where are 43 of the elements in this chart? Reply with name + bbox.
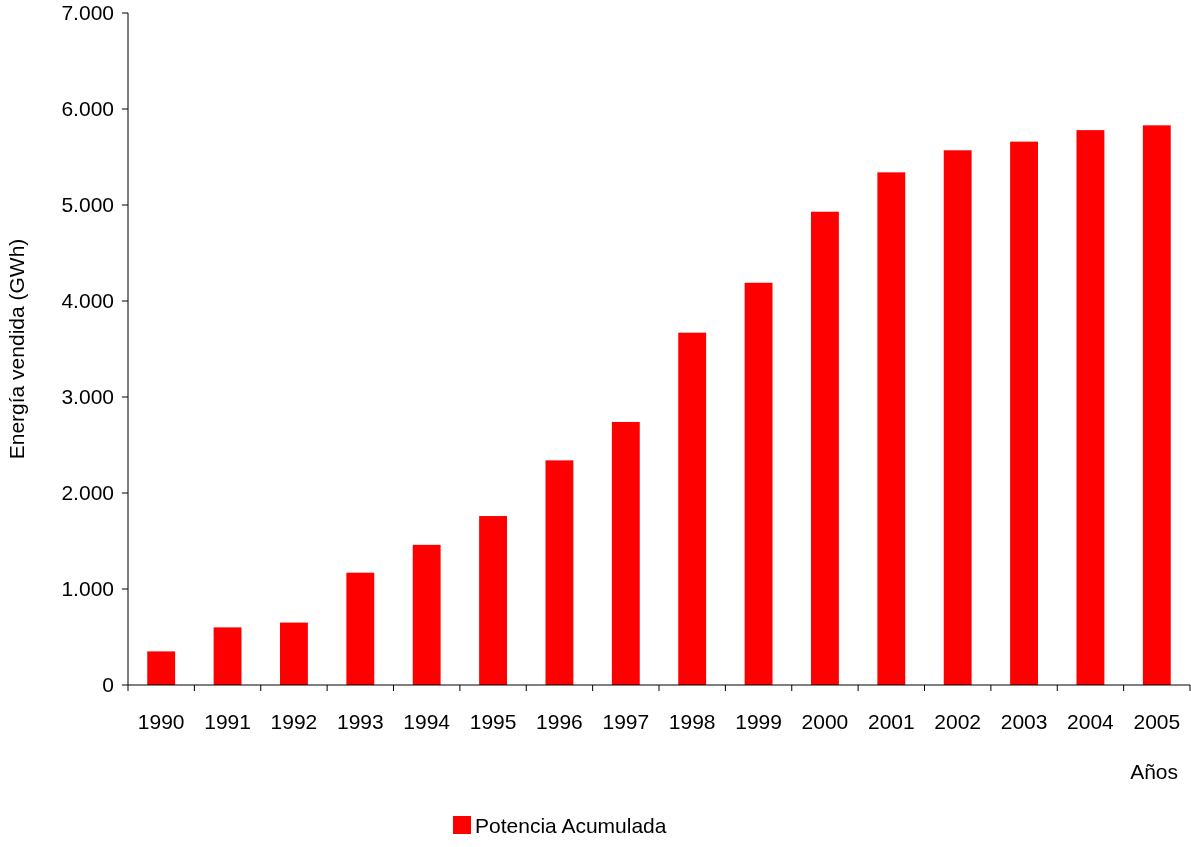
x-tick-label: 2000: [801, 710, 849, 733]
x-tick-label: 2001: [867, 710, 915, 733]
y-tick-label: 5.000: [61, 193, 114, 217]
x-tick-label: 2005: [1133, 710, 1181, 733]
bar: [877, 172, 906, 685]
x-tick-label: 1998: [668, 710, 716, 733]
x-tick-label: 1997: [602, 710, 650, 733]
bar: [611, 421, 640, 685]
bar: [213, 627, 242, 685]
bar: [943, 150, 972, 685]
bar: [479, 516, 507, 685]
bar: [545, 460, 574, 685]
y-tick-label: 3.000: [61, 385, 114, 409]
bar: [678, 332, 707, 685]
x-tick-label: 1995: [469, 710, 517, 733]
y-tick-label: 2.000: [61, 481, 114, 505]
x-tick-label: 1991: [204, 710, 251, 733]
y-axis-title: Energía vendida (GWh): [5, 238, 28, 460]
y-tick-label: 4.000: [61, 289, 114, 313]
y-tick-label: 6.000: [61, 97, 114, 121]
bar: [1010, 141, 1038, 685]
bar: [1076, 130, 1105, 685]
bar: [412, 544, 441, 685]
bar: [744, 282, 773, 685]
bar: [811, 211, 839, 685]
bar: [1142, 125, 1171, 685]
x-axis-title: Años: [1130, 760, 1178, 783]
x-tick-label: 1996: [536, 710, 583, 733]
legend-label: Potencia Acumulada: [475, 814, 667, 837]
x-tick-label: 1993: [336, 710, 384, 733]
x-tick-label: 1990: [137, 710, 185, 733]
y-tick-label: 7.000: [61, 1, 114, 25]
bar: [346, 572, 375, 685]
bar: [280, 622, 308, 685]
x-tick-label: 2003: [1000, 710, 1048, 733]
y-tick-label: 1.000: [61, 577, 114, 601]
x-tick-label: 1994: [403, 710, 451, 733]
x-tick-label: 1999: [735, 710, 782, 733]
x-tick-label: 2004: [1067, 710, 1115, 733]
y-tick-label: 0: [102, 673, 114, 697]
x-tick-label: 1992: [270, 710, 318, 733]
bar: [147, 651, 176, 685]
x-tick-label: 2002: [934, 710, 982, 733]
